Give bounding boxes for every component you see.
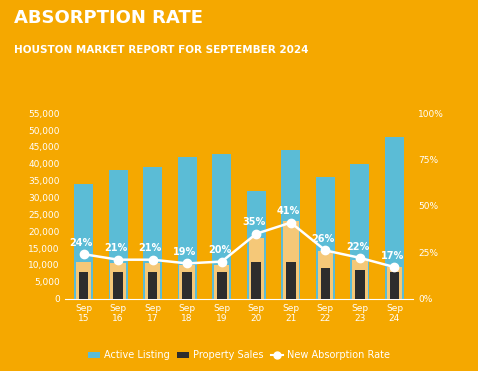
Bar [109,171,128,299]
Bar [214,265,229,299]
Bar [385,137,404,299]
Text: 22%: 22% [346,242,369,252]
Text: 19%: 19% [174,247,196,257]
Bar [145,263,161,299]
Text: 41%: 41% [277,206,300,216]
Bar [321,268,330,299]
Bar [249,238,264,299]
Bar [113,272,123,299]
Bar [79,272,88,299]
Text: 21%: 21% [104,243,128,253]
Text: 20%: 20% [208,245,231,255]
Bar [76,262,91,299]
Bar [286,262,296,299]
Bar [387,267,402,299]
Text: ABSORPTION RATE: ABSORPTION RATE [14,9,203,27]
Text: 21%: 21% [139,243,162,253]
Bar [110,263,126,299]
Bar [182,272,192,299]
Bar [355,270,365,299]
Bar [283,221,299,299]
Bar [316,177,335,299]
Text: 35%: 35% [242,217,266,227]
Legend: Active Listing, Property Sales, New Absorption Rate: Active Listing, Property Sales, New Abso… [85,347,393,364]
Text: 26%: 26% [312,234,335,244]
Text: 24%: 24% [70,238,93,248]
Bar [143,167,162,299]
Bar [74,184,93,299]
Bar [212,154,231,299]
Text: HOUSTON MARKET REPORT FOR SEPTEMBER 2024: HOUSTON MARKET REPORT FOR SEPTEMBER 2024 [14,45,309,55]
Bar [251,262,261,299]
Text: 17%: 17% [380,251,404,261]
Bar [350,164,369,299]
Bar [179,265,195,299]
Bar [390,272,399,299]
Bar [247,191,266,299]
Bar [352,260,368,299]
Bar [148,272,157,299]
Bar [178,157,196,299]
Bar [317,252,333,299]
Bar [282,150,300,299]
Bar [217,272,227,299]
